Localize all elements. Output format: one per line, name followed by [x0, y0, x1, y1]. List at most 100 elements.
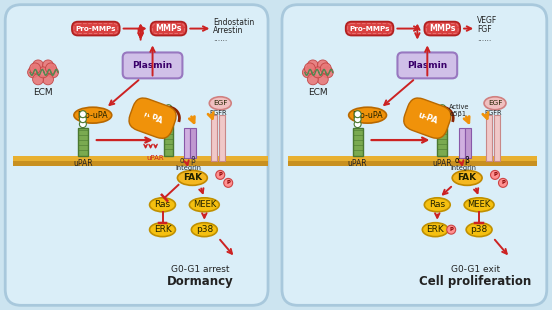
Ellipse shape: [192, 223, 217, 237]
Bar: [465, 128, 471, 158]
Text: MMPs: MMPs: [155, 24, 182, 33]
Text: Pro-uPA: Pro-uPA: [77, 111, 108, 120]
Text: α: α: [455, 157, 460, 166]
FancyBboxPatch shape: [397, 52, 457, 78]
Circle shape: [224, 178, 233, 187]
Text: FGF: FGF: [477, 25, 492, 34]
Text: Cell proliferation: Cell proliferation: [419, 275, 531, 288]
Text: ......: ......: [213, 34, 227, 43]
Text: Active: Active: [449, 104, 470, 110]
Text: ERK: ERK: [426, 225, 444, 234]
Text: α5β1: α5β1: [449, 111, 466, 117]
Bar: [486, 115, 492, 161]
Text: P: P: [449, 227, 453, 232]
FancyBboxPatch shape: [424, 22, 460, 36]
Bar: [437, 122, 447, 156]
Circle shape: [79, 116, 86, 123]
Circle shape: [38, 67, 49, 78]
Text: uPAR: uPAR: [348, 159, 368, 168]
Circle shape: [317, 60, 328, 71]
Text: uPAR: uPAR: [73, 159, 93, 168]
Text: MEEK: MEEK: [193, 200, 216, 209]
Text: ......: ......: [477, 34, 491, 43]
Circle shape: [165, 110, 172, 117]
Circle shape: [322, 67, 333, 78]
FancyBboxPatch shape: [282, 5, 547, 305]
Ellipse shape: [424, 198, 450, 212]
Circle shape: [165, 105, 172, 112]
Circle shape: [165, 115, 172, 122]
Text: FAK: FAK: [458, 173, 477, 182]
Text: P: P: [493, 172, 497, 177]
Ellipse shape: [464, 198, 494, 212]
Bar: [13, 162, 268, 166]
Ellipse shape: [422, 223, 448, 237]
Text: Plasmin: Plasmin: [132, 61, 173, 70]
Bar: [219, 115, 225, 161]
Text: Ras: Ras: [155, 200, 171, 209]
Text: VEGF: VEGF: [477, 16, 497, 25]
Circle shape: [354, 116, 361, 123]
FancyBboxPatch shape: [72, 22, 120, 36]
Bar: [184, 128, 190, 158]
Text: Arrestin: Arrestin: [213, 26, 243, 35]
FancyBboxPatch shape: [151, 22, 187, 36]
Circle shape: [47, 67, 59, 78]
Bar: [494, 115, 500, 161]
Text: EGF: EGF: [488, 100, 502, 106]
Ellipse shape: [177, 170, 208, 185]
Text: β: β: [465, 157, 470, 166]
Circle shape: [216, 170, 225, 179]
Circle shape: [33, 60, 44, 71]
Circle shape: [28, 67, 39, 78]
Text: EGF: EGF: [213, 100, 227, 106]
Circle shape: [307, 74, 319, 85]
Text: p38: p38: [470, 225, 488, 234]
Circle shape: [45, 63, 56, 74]
Bar: [13, 156, 268, 162]
Ellipse shape: [74, 107, 112, 123]
Bar: [211, 115, 217, 161]
Text: Pro-MMPs: Pro-MMPs: [349, 25, 390, 32]
Circle shape: [498, 178, 507, 187]
Text: uPAR: uPAR: [147, 155, 164, 161]
Ellipse shape: [466, 223, 492, 237]
Text: Endostatin: Endostatin: [213, 18, 254, 27]
FancyBboxPatch shape: [5, 5, 268, 305]
Text: Plasmin: Plasmin: [407, 61, 448, 70]
Text: Ras: Ras: [429, 200, 445, 209]
Text: Integrin: Integrin: [450, 165, 476, 171]
Text: uPAR: uPAR: [432, 159, 452, 168]
Text: p38: p38: [196, 225, 213, 234]
Ellipse shape: [189, 198, 219, 212]
Circle shape: [312, 67, 323, 78]
Text: Integrin: Integrin: [176, 165, 201, 171]
Text: P: P: [501, 180, 505, 185]
Text: α: α: [180, 157, 185, 166]
Text: Pro-MMPs: Pro-MMPs: [76, 25, 116, 32]
Circle shape: [302, 67, 314, 78]
Text: P: P: [218, 172, 222, 177]
Circle shape: [447, 225, 456, 234]
FancyBboxPatch shape: [346, 22, 394, 36]
Text: EGFR: EGFR: [209, 110, 227, 116]
Circle shape: [79, 111, 86, 118]
Circle shape: [317, 74, 328, 85]
Circle shape: [439, 105, 445, 112]
Text: Pro-uPA: Pro-uPA: [352, 111, 383, 120]
Bar: [288, 156, 537, 162]
Ellipse shape: [150, 198, 176, 212]
Text: ERK: ERK: [153, 225, 171, 234]
Circle shape: [43, 60, 54, 71]
Bar: [190, 128, 197, 158]
Circle shape: [79, 121, 86, 128]
Text: FAK: FAK: [183, 173, 202, 182]
Text: MEEK: MEEK: [468, 200, 491, 209]
Circle shape: [354, 121, 361, 128]
Text: β: β: [190, 157, 195, 166]
Circle shape: [307, 60, 319, 71]
Circle shape: [354, 111, 361, 118]
Circle shape: [304, 63, 315, 74]
Circle shape: [43, 74, 54, 85]
Text: P: P: [226, 180, 230, 185]
